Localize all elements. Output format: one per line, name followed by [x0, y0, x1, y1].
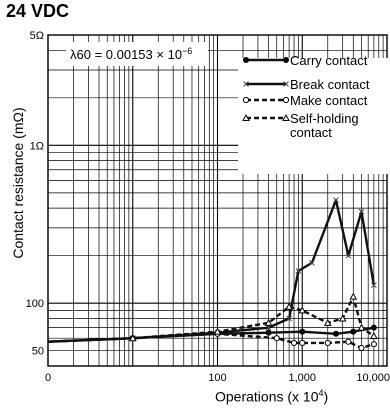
x-axis-label-close: ): [323, 388, 329, 405]
data-point: [286, 315, 292, 322]
data-point: [264, 318, 273, 326]
series-3: [47, 330, 377, 352]
annotation-exponent: −6: [182, 46, 192, 56]
x-axis-label-exponent: 4: [318, 388, 324, 398]
data-point: [128, 334, 137, 342]
data-point: [333, 197, 339, 203]
data-point: [358, 208, 365, 215]
data-point: [213, 327, 222, 335]
legend-label: Make contact: [290, 93, 368, 108]
failure-rate-annotation: λ60 = 0.00153 × 10−6: [70, 46, 192, 62]
y-tick-label: 1Ω: [30, 140, 44, 152]
data-point: [242, 96, 250, 104]
data-point: [349, 292, 358, 300]
data-point: [295, 268, 302, 274]
x-axis-label: Operations (x 104): [215, 388, 328, 405]
data-point: [370, 331, 378, 339]
data-point: [282, 96, 290, 104]
legend: [242, 57, 290, 121]
legend-label: Carry contact: [290, 53, 368, 68]
data-point: [265, 324, 272, 331]
legend-label: Self-holding: [290, 111, 359, 126]
data-point: [332, 330, 339, 337]
x-tick-label: 1,000: [288, 372, 316, 384]
data-point: [283, 57, 289, 63]
y-tick-label: 5Ω: [30, 30, 44, 42]
data-point: [299, 339, 306, 347]
data-point: [350, 328, 357, 335]
data-point: [299, 328, 306, 335]
data-point: [282, 113, 290, 121]
series-line: [47, 332, 375, 350]
y-tick-label: 50: [32, 346, 44, 358]
data-point: [323, 318, 332, 326]
annotation-text: λ60 = 0.00153 × 10: [70, 47, 182, 62]
data-point: [273, 335, 280, 342]
annotation-panel: [66, 42, 208, 66]
y-tick-label: 100: [26, 298, 44, 310]
data-point: [290, 339, 298, 347]
data-point: [345, 338, 352, 345]
voltage-label: 24 VDC: [6, 1, 70, 21]
data-point: [371, 282, 377, 289]
series-4: [47, 292, 378, 343]
data-point: [309, 260, 315, 266]
legend-label: Break contact: [290, 77, 370, 92]
data-point: [370, 341, 377, 348]
series-line: [47, 295, 375, 343]
data-point: [298, 306, 307, 314]
data-point: [265, 329, 272, 336]
data-point: [345, 252, 352, 259]
legend-label-line2: contact: [290, 125, 332, 140]
data-point: [324, 339, 331, 347]
data-point: [358, 344, 365, 352]
data-point: [243, 81, 249, 87]
data-point: [285, 302, 293, 310]
data-point: [338, 314, 347, 322]
data-point: [242, 113, 250, 121]
x-tick-label: 0: [45, 372, 51, 384]
x-tick-label: 100: [208, 372, 226, 384]
data-point: [357, 323, 366, 331]
data-point: [370, 324, 377, 331]
x-axis-label-text: Operations (x 10: [215, 388, 319, 405]
legend-panel: [238, 58, 390, 174]
data-point: [283, 81, 289, 87]
x-tick-label: 10,000: [356, 372, 390, 384]
data-point: [243, 57, 249, 63]
